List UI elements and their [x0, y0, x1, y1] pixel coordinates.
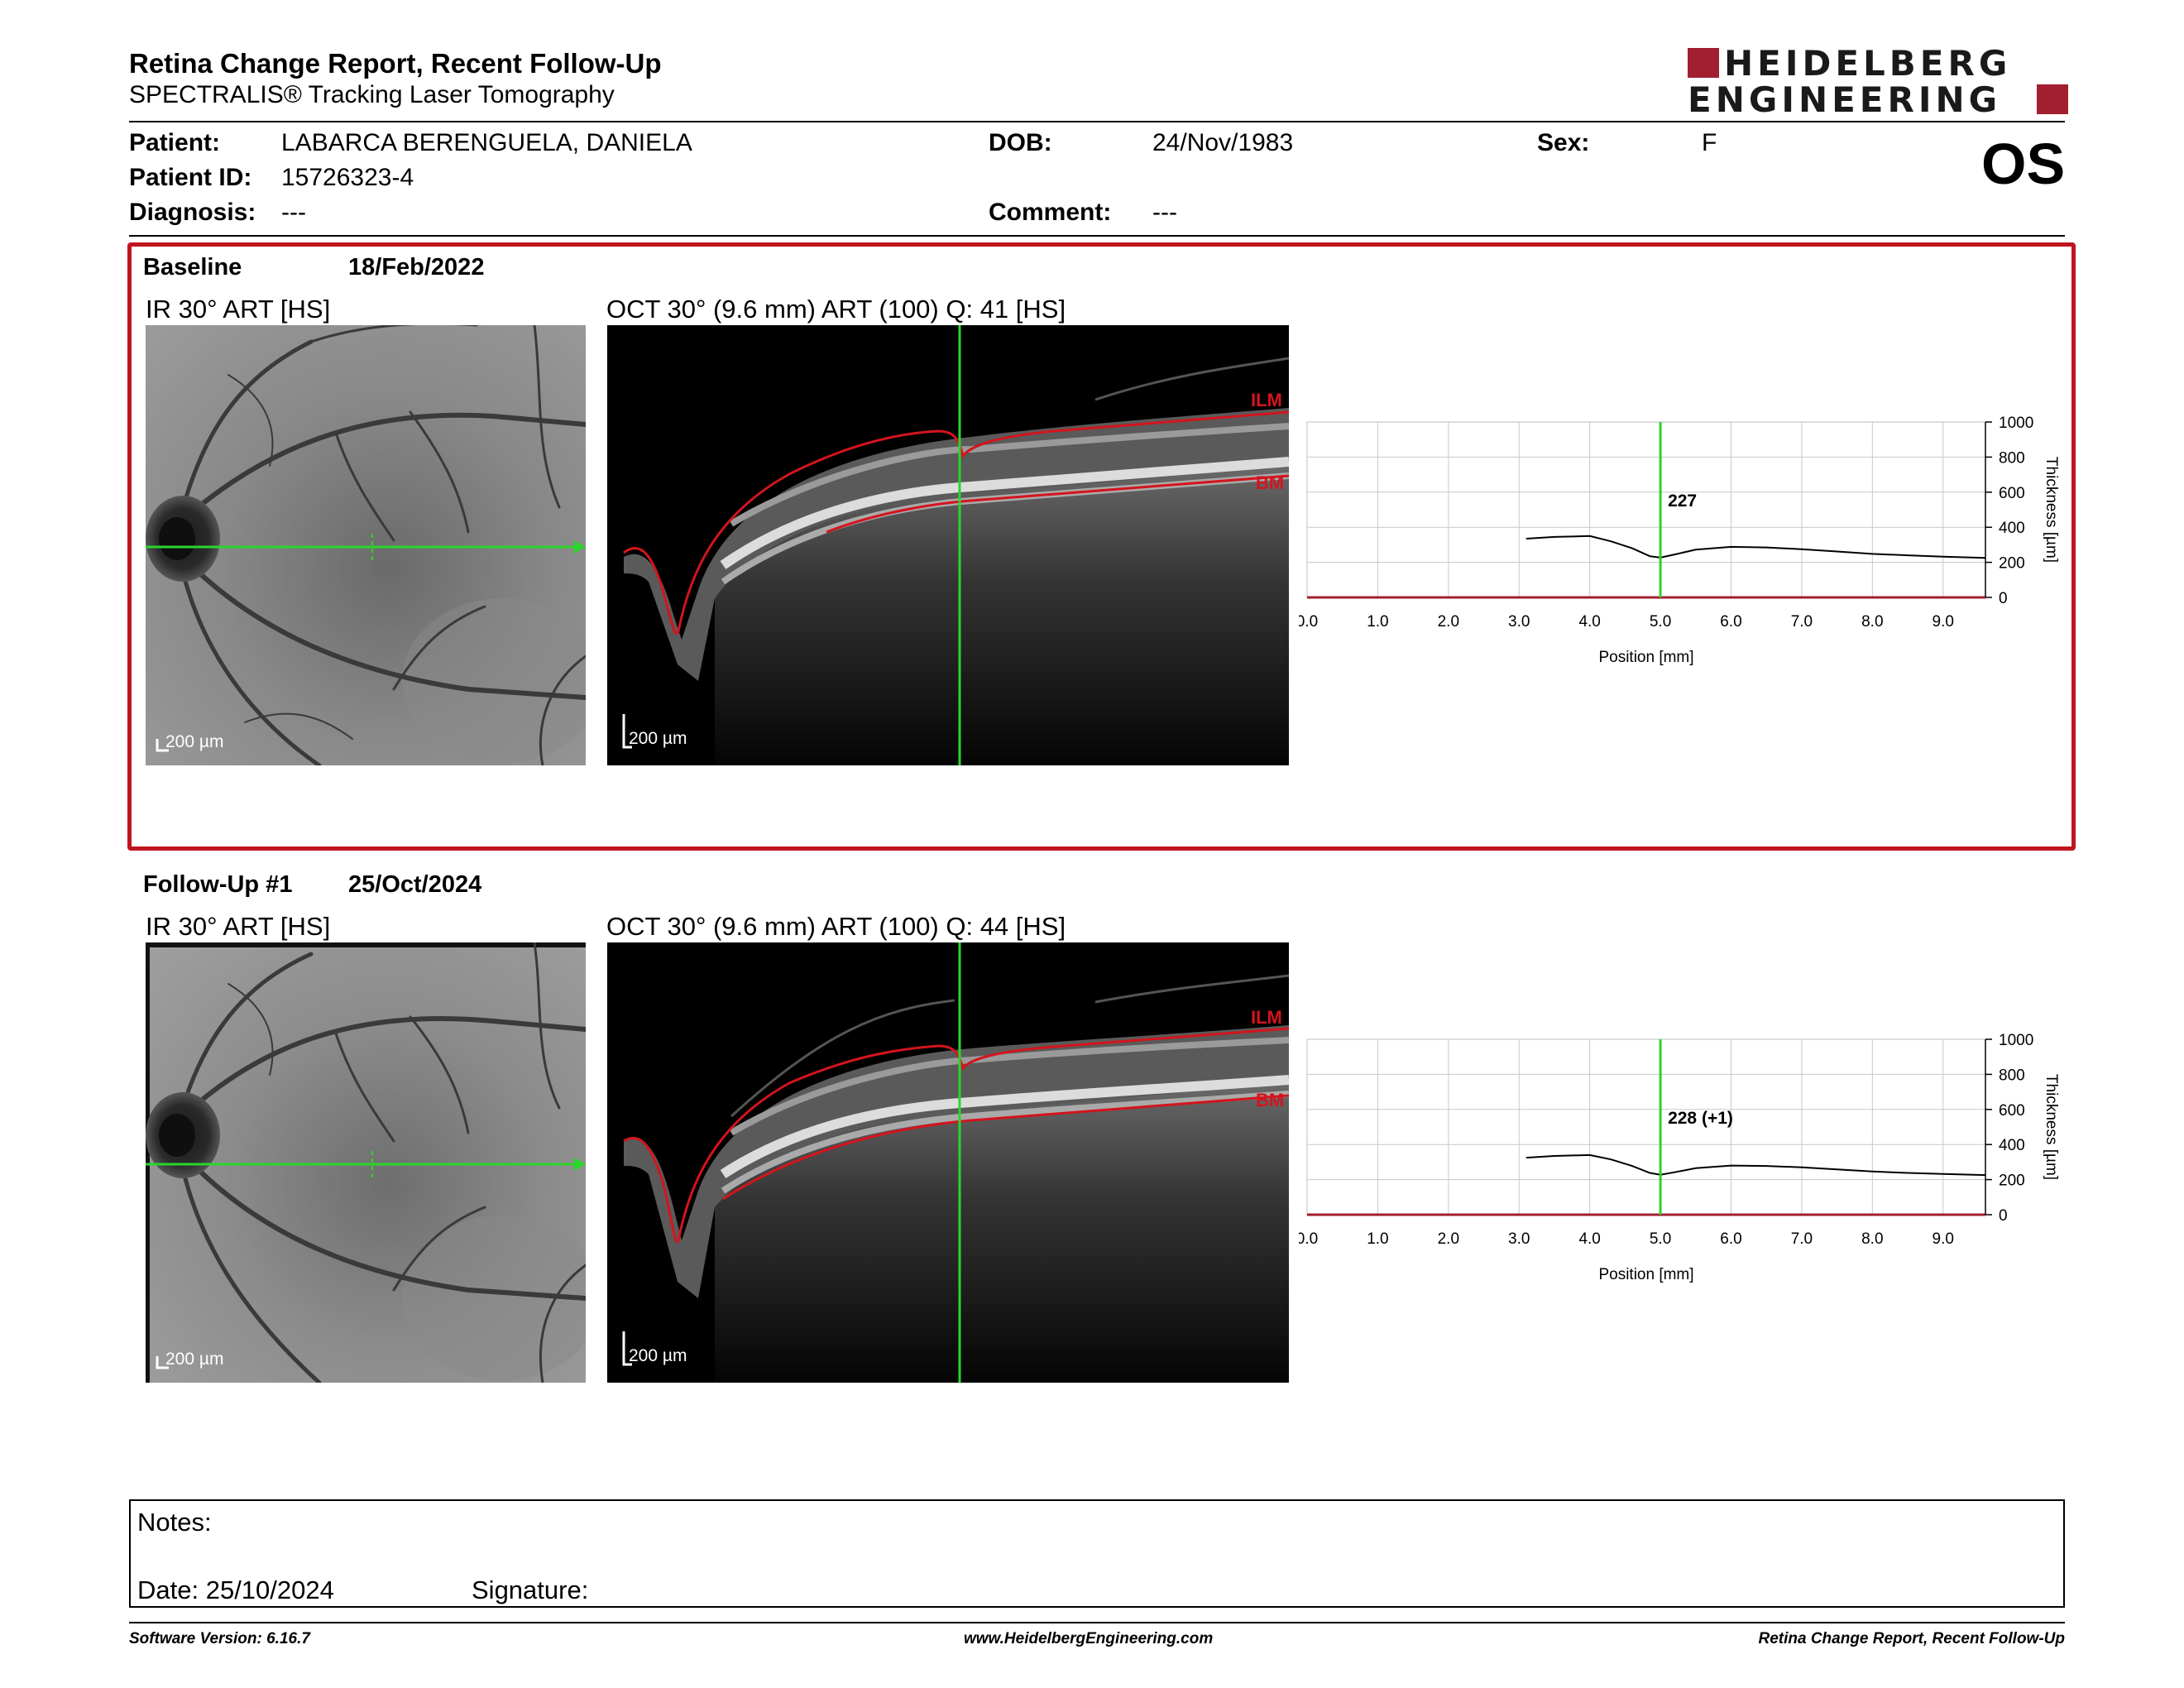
y-tick-label: 200 — [1999, 555, 2025, 573]
y-tick-label: 400 — [1999, 1137, 2025, 1154]
followup-oct-title: OCT 30° (9.6 mm) ART (100) Q: 44 [HS] — [606, 912, 1066, 941]
y-tick-label: 600 — [1999, 485, 2025, 502]
y-tick-label: 800 — [1999, 449, 2025, 467]
x-tick-label: 6.0 — [1720, 1230, 1741, 1248]
baseline-chart-ylabel: Thickness [µm] — [2043, 457, 2060, 563]
logo-line1: HEIDELBERG — [1724, 43, 2012, 84]
y-tick-label: 800 — [1999, 1067, 2025, 1084]
x-tick-label: 9.0 — [1933, 1230, 1954, 1248]
followup-ir-title: IR 30° ART [HS] — [146, 912, 331, 941]
baseline-oct-bscan-image[interactable]: ILM BM 200 µm — [607, 325, 1289, 765]
baseline-bm-label: BM — [1256, 472, 1285, 493]
x-tick-label: 5.0 — [1650, 613, 1671, 631]
patient-id-label: Patient ID: — [129, 164, 252, 191]
followup-bm-label: BM — [1256, 1090, 1285, 1110]
dob-label: DOB: — [989, 129, 1052, 156]
followup-chart-ylabel: Thickness [µm] — [2043, 1074, 2060, 1180]
x-tick-label: 1.0 — [1367, 613, 1388, 631]
baseline-oct-title: OCT 30° (9.6 mm) ART (100) Q: 41 [HS] — [606, 295, 1066, 324]
baseline-date: 18/Feb/2022 — [348, 254, 485, 281]
baseline-ir-scale: 200 µm — [165, 732, 224, 751]
baseline-ilm-label: ILM — [1251, 390, 1282, 410]
x-tick-label: 0.0 — [1299, 613, 1318, 631]
x-tick-label: 0.0 — [1299, 1230, 1318, 1248]
baseline-thickness-chart: 0 200 400 600 800 1000 0.0 1.0 2.0 3.0 4.0 5.0 6.0 7.… — [1299, 415, 2060, 666]
baseline-highlight-frame — [127, 242, 2076, 851]
baseline-chart-frame — [1306, 421, 1986, 598]
followup-chart-grid — [1306, 1038, 1985, 1216]
followup-ir-fundus-image[interactable]: 200 µm — [146, 942, 586, 1383]
x-tick-label: 7.0 — [1791, 1230, 1813, 1248]
y-tick-label: 400 — [1999, 520, 2025, 537]
x-tick-label: 4.0 — [1578, 613, 1600, 631]
followup-chart-annotation: 228 (+1) — [1668, 1109, 1733, 1128]
x-tick-label: 1.0 — [1367, 1230, 1388, 1248]
x-tick-label: 6.0 — [1720, 613, 1741, 631]
notes-date: Date: 25/10/2024 — [137, 1575, 334, 1604]
followup-oct-bscan-image[interactable]: ILM BM 200 µm — [607, 942, 1289, 1383]
notes-box: Notes: Date: 25/10/2024 Signature: — [129, 1499, 2065, 1608]
baseline-thickness-series-line — [1525, 535, 1986, 559]
followup-chart-xlabel: Position [mm] — [1598, 1266, 1693, 1283]
x-tick-label: 3.0 — [1508, 613, 1530, 631]
y-tick-label: 1000 — [1999, 415, 2033, 432]
y-tick-label: 1000 — [1999, 1032, 2033, 1049]
logo-line2: ENGINEERING — [1688, 79, 2002, 120]
notes-label: Notes: — [137, 1508, 212, 1537]
followup-ilm-label: ILM — [1251, 1007, 1282, 1028]
x-tick-label: 3.0 — [1508, 1230, 1530, 1248]
followup-chart-frame — [1306, 1038, 1986, 1216]
diagnosis-label: Diagnosis: — [129, 199, 256, 226]
report-title: Retina Change Report, Recent Follow-Up — [129, 48, 662, 79]
x-tick-label: 2.0 — [1438, 1230, 1459, 1248]
patient-label: Patient: — [129, 129, 221, 156]
baseline-ir-fundus-image[interactable]: 200 µm — [146, 325, 586, 765]
footer-software-version: Software Version: 6.16.7 — [129, 1630, 310, 1647]
followup-thickness-chart: 0 200 400 600 800 1000 0.0 1.0 2.0 3.0 4.0 5.0 6.0 7.… — [1299, 1032, 2060, 1283]
baseline-ir-title: IR 30° ART [HS] — [146, 295, 331, 324]
followup-thickness-series-line — [1525, 1153, 1986, 1177]
x-tick-label: 8.0 — [1861, 613, 1883, 631]
dob-value: 24/Nov/1983 — [1152, 129, 1294, 156]
footer-divider — [129, 1622, 2065, 1623]
footer-website[interactable]: www.HeidelbergEngineering.com — [964, 1630, 1214, 1647]
footer-report-name: Retina Change Report, Recent Follow-Up — [1758, 1630, 2065, 1647]
followup-oct-scale: 200 µm — [629, 1346, 687, 1365]
diagnosis-value: --- — [281, 199, 306, 226]
y-tick-label: 200 — [1999, 1172, 2025, 1190]
x-tick-label: 7.0 — [1791, 613, 1813, 631]
y-tick-label: 0 — [1999, 590, 2008, 607]
x-tick-label: 4.0 — [1578, 1230, 1600, 1248]
followup-ir-scale: 200 µm — [165, 1350, 224, 1369]
header-divider — [129, 121, 2065, 122]
eye-label: OS — [1981, 132, 2066, 196]
x-tick-label: 9.0 — [1933, 613, 1954, 631]
sex-value: F — [1702, 129, 1717, 156]
patient-id: 15726323-4 — [281, 164, 414, 191]
sex-label: Sex: — [1537, 129, 1590, 156]
followup-label: Follow-Up #1 — [143, 871, 293, 898]
info-divider — [129, 235, 2065, 237]
comment-label: Comment: — [989, 199, 1112, 226]
comment-value: --- — [1152, 199, 1177, 226]
x-tick-label: 2.0 — [1438, 613, 1459, 631]
signature-label: Signature: — [472, 1575, 589, 1604]
report-subtitle: SPECTRALIS® Tracking Laser Tomography — [129, 81, 615, 108]
heidelberg-logo: HEIDELBERG ENGINEERING — [1688, 43, 2068, 120]
baseline-label: Baseline — [143, 254, 242, 281]
followup-date: 25/Oct/2024 — [348, 871, 482, 898]
x-tick-label: 5.0 — [1650, 1230, 1671, 1248]
y-tick-label: 0 — [1999, 1207, 2008, 1225]
baseline-chart-annotation: 227 — [1668, 492, 1697, 511]
patient-name: LABARCA BERENGUELA, DANIELA — [281, 129, 692, 156]
baseline-chart-grid — [1306, 421, 1985, 598]
x-tick-label: 8.0 — [1861, 1230, 1883, 1248]
baseline-oct-scale: 200 µm — [629, 729, 687, 748]
y-tick-label: 600 — [1999, 1102, 2025, 1120]
baseline-chart-xlabel: Position [mm] — [1598, 649, 1693, 666]
